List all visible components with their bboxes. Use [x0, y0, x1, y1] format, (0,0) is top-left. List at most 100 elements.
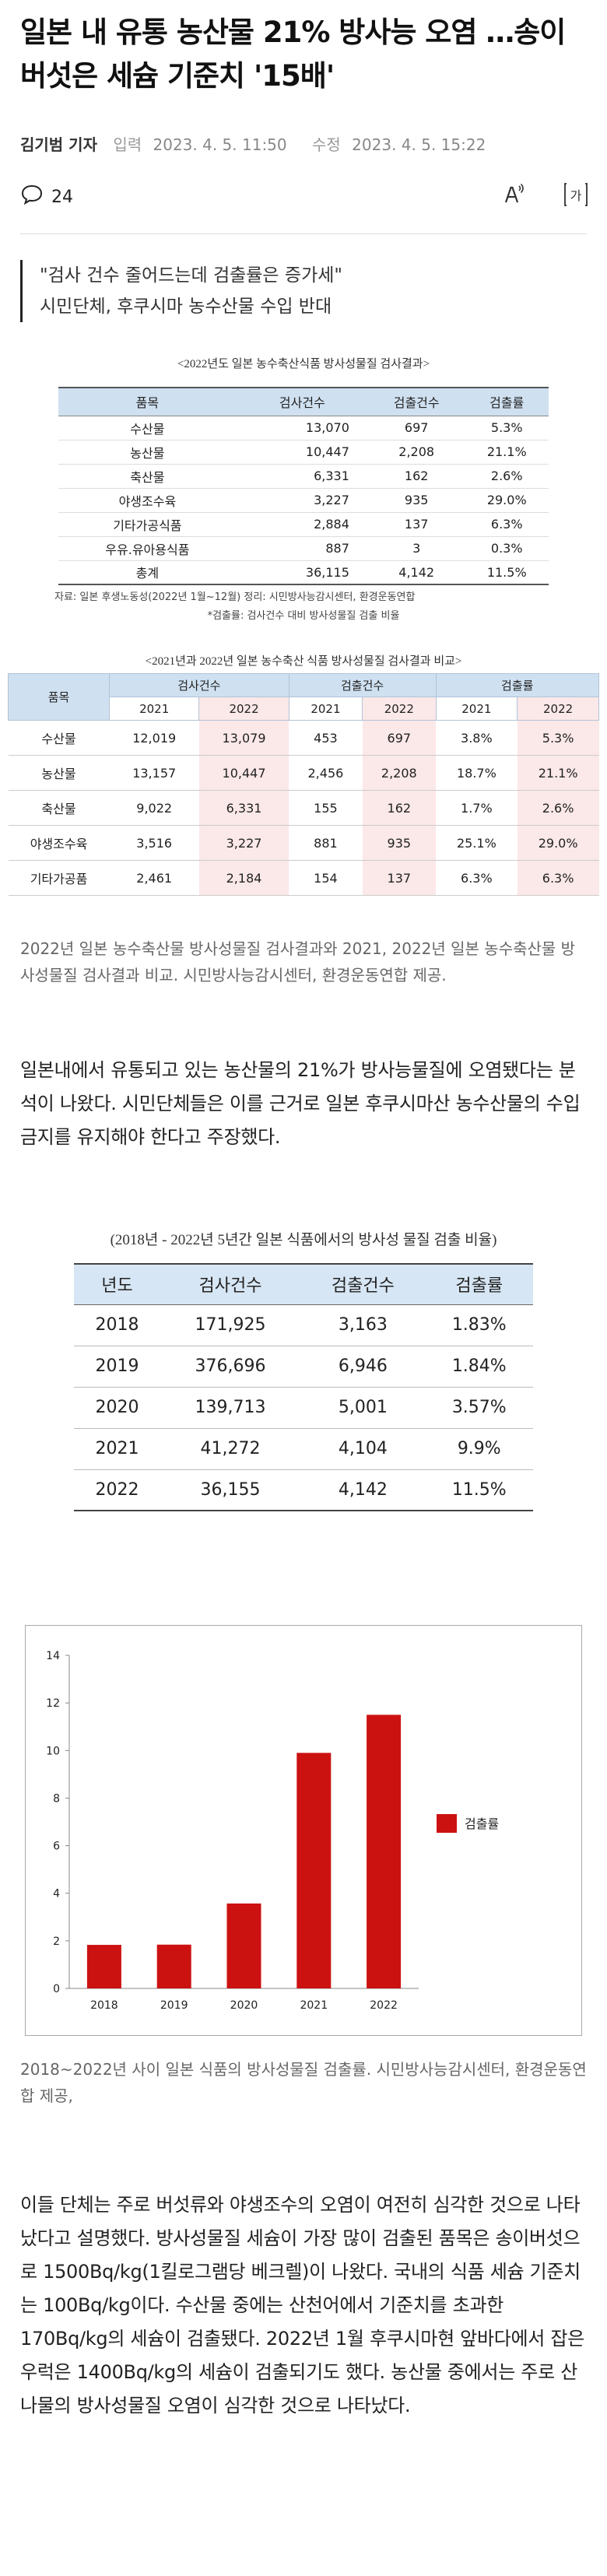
table2-group-header: 검출률: [435, 673, 599, 697]
table-cell: 2022: [74, 1469, 160, 1511]
table2-year-header: 2022: [517, 697, 599, 721]
table2-group-header: 검사건수: [109, 673, 289, 697]
table1-rate-note: *검출률: 검사건수 대비 방사성물질 검출 비율: [207, 610, 400, 622]
table-cell: 2,208: [362, 755, 436, 791]
image-caption-2: 2018~2022년 사이 일본 식품의 방사성물질 검출률. 시민방사능감시센…: [20, 2060, 587, 2105]
table-row: 농산물 10,447 2,208 21.1%: [58, 440, 549, 465]
table1-header: 검출률: [465, 387, 549, 416]
modified-label: 수정: [312, 135, 341, 154]
table-cell: 697: [362, 720, 436, 756]
table-cell: 2.6%: [517, 790, 599, 826]
table-cell: 6.3%: [465, 512, 549, 537]
table2-year-header: 2022: [198, 697, 289, 721]
x-tick-label: 2018: [90, 1999, 118, 2012]
y-tick-label: 10: [46, 1745, 60, 1757]
table-row: 수산물 13,070 697 5.3%: [58, 416, 549, 440]
table-cell: 2,456: [289, 755, 363, 791]
table-cell: 2018: [74, 1304, 160, 1346]
article-image-tables: <2022년도 일본 농수축산식품 방사성물질 검사결과> 품목 검사건수 검출…: [8, 349, 599, 917]
font-size-glyph: 가: [570, 188, 582, 203]
table-cell: 3,227: [236, 488, 368, 513]
article-tools: 가: [498, 181, 590, 209]
table-row: 농산물 13,157 10,447 2,456 2,208 18.7% 21.1%: [8, 755, 599, 791]
y-tick-label: 0: [53, 1983, 60, 1995]
article-paragraph-1: 일본내에서 유통되고 있는 농산물의 21%가 방사능물질에 오염됐다는 분석이…: [20, 1059, 581, 1148]
y-tick-label: 12: [46, 1697, 60, 1710]
comment-button[interactable]: 24: [20, 184, 73, 210]
table1: 품목 검사건수 검출건수 검출률 수산물 13,070 697 5.3% 농산물 10,4…: [58, 387, 549, 585]
table-cell: 6.3%: [436, 860, 518, 896]
table-cell: 4,142: [367, 560, 465, 585]
x-tick-label: 2022: [370, 1999, 398, 2012]
table2-year-header: 2021: [435, 697, 518, 721]
table-cell: 935: [367, 488, 465, 513]
table-cell: 0.3%: [465, 536, 549, 561]
table-row: 야생조수육 3,516 3,227 881 935 25.1% 29.0%: [8, 825, 599, 861]
article-meta: 김기범 기자 입력 2023. 4. 5. 11:50 수정 2023. 4. …: [20, 132, 506, 155]
table-row: 2021 41,272 4,104 9.9%: [74, 1428, 533, 1470]
table-cell: 3,227: [198, 825, 289, 861]
table-cell: 13,157: [109, 755, 199, 791]
modified-time: 2023. 4. 5. 15:22: [352, 135, 486, 154]
table-cell: 11.5%: [465, 560, 549, 585]
table-row: 기타가공품 2,461 2,184 154 137 6.3% 6.3%: [8, 860, 599, 896]
table3-header: 검사건수: [160, 1263, 301, 1305]
table-cell: 6,331: [198, 790, 289, 826]
chart-bar: [226, 1903, 261, 1988]
table-cell: 2,461: [109, 860, 199, 896]
table-row: 기타가공식품 2,884 137 6.3%: [58, 512, 549, 537]
table-cell: 10,447: [236, 440, 368, 465]
table-cell: 5.3%: [517, 720, 599, 756]
y-tick-label: 4: [53, 1888, 60, 1900]
table3-header: 년도: [74, 1263, 160, 1305]
chart-bar: [156, 1944, 191, 1988]
image-caption-1: 2022년 일본 농수축산물 방사성물질 검사결과와 2021, 2022년 일…: [20, 939, 576, 984]
table-row: 야생조수육 3,227 935 29.0%: [58, 488, 549, 513]
table-cell: 5.3%: [465, 416, 549, 440]
table-cell: 기타가공품: [8, 860, 110, 896]
table-cell: 2,208: [367, 440, 465, 465]
legend-label: 검출률: [465, 1816, 499, 1831]
table-cell: 10,447: [198, 755, 289, 791]
meta-divider: [20, 233, 587, 234]
table-cell: 5,001: [300, 1387, 426, 1429]
table-cell: 2.6%: [465, 464, 549, 489]
table-cell: 1.84%: [425, 1346, 533, 1388]
table-cell: 농산물: [58, 440, 237, 465]
table-cell: 36,155: [160, 1469, 301, 1511]
table-row: 2019 376,696 6,946 1.84%: [74, 1346, 533, 1388]
table2-year-header: 2021: [288, 697, 363, 721]
table-cell: 6,946: [300, 1346, 426, 1388]
article-paragraph-2: 이들 단체는 주로 버섯류와 야생조수의 오염이 여전히 심각한 것으로 나타났…: [20, 2194, 584, 2416]
table-cell: 3.57%: [425, 1387, 533, 1429]
y-tick-label: 14: [46, 1650, 60, 1662]
table-row: 수산물 12,019 13,079 453 697 3.8% 5.3%: [8, 720, 599, 756]
table-row: 2018 171,925 3,163 1.83%: [74, 1304, 533, 1346]
font-size-icon[interactable]: 가: [562, 181, 590, 209]
x-tick-label: 2021: [300, 1999, 328, 2012]
table-cell: 축산물: [8, 790, 110, 826]
table-cell: 농산물: [8, 755, 110, 791]
speaker-a-icon[interactable]: [498, 181, 526, 209]
table-cell: 29.0%: [517, 825, 599, 861]
table-cell: 우유.유아용식품: [58, 536, 237, 561]
chart-svg: 0 2 4 6 8 10 12 14 2018 2019 2020 2021 2022 검출률: [46, 1650, 499, 2012]
table2: 품목 검사건수 검출건수 검출률 2021 2022 2021 2022 202…: [8, 673, 599, 896]
table-cell: 697: [367, 416, 465, 440]
chart-bar: [296, 1753, 332, 1988]
author-name[interactable]: 김기범 기자: [20, 135, 97, 154]
x-tick-label: 2020: [230, 1999, 258, 2012]
chart-bar: [86, 1945, 121, 1988]
table-cell: 9.9%: [425, 1428, 533, 1470]
table-cell: 935: [362, 825, 436, 861]
table-cell: 2,884: [236, 512, 368, 537]
table-cell: 야생조수육: [8, 825, 110, 861]
y-tick-label: 8: [53, 1792, 60, 1805]
table1-header: 검출건수: [367, 387, 465, 416]
table-cell: 21.1%: [465, 440, 549, 465]
table-cell: 1.7%: [436, 790, 518, 826]
subtitle-line-1: "검사 건수 줄어드는데 검출률은 증가세": [40, 265, 342, 286]
table1-source-note: 자료: 일본 후생노동성(2022년 1월~12월) 정리: 시민방사능감시센터…: [54, 591, 416, 603]
table-cell: 41,272: [160, 1428, 301, 1470]
chart-bar: [367, 1714, 402, 1988]
